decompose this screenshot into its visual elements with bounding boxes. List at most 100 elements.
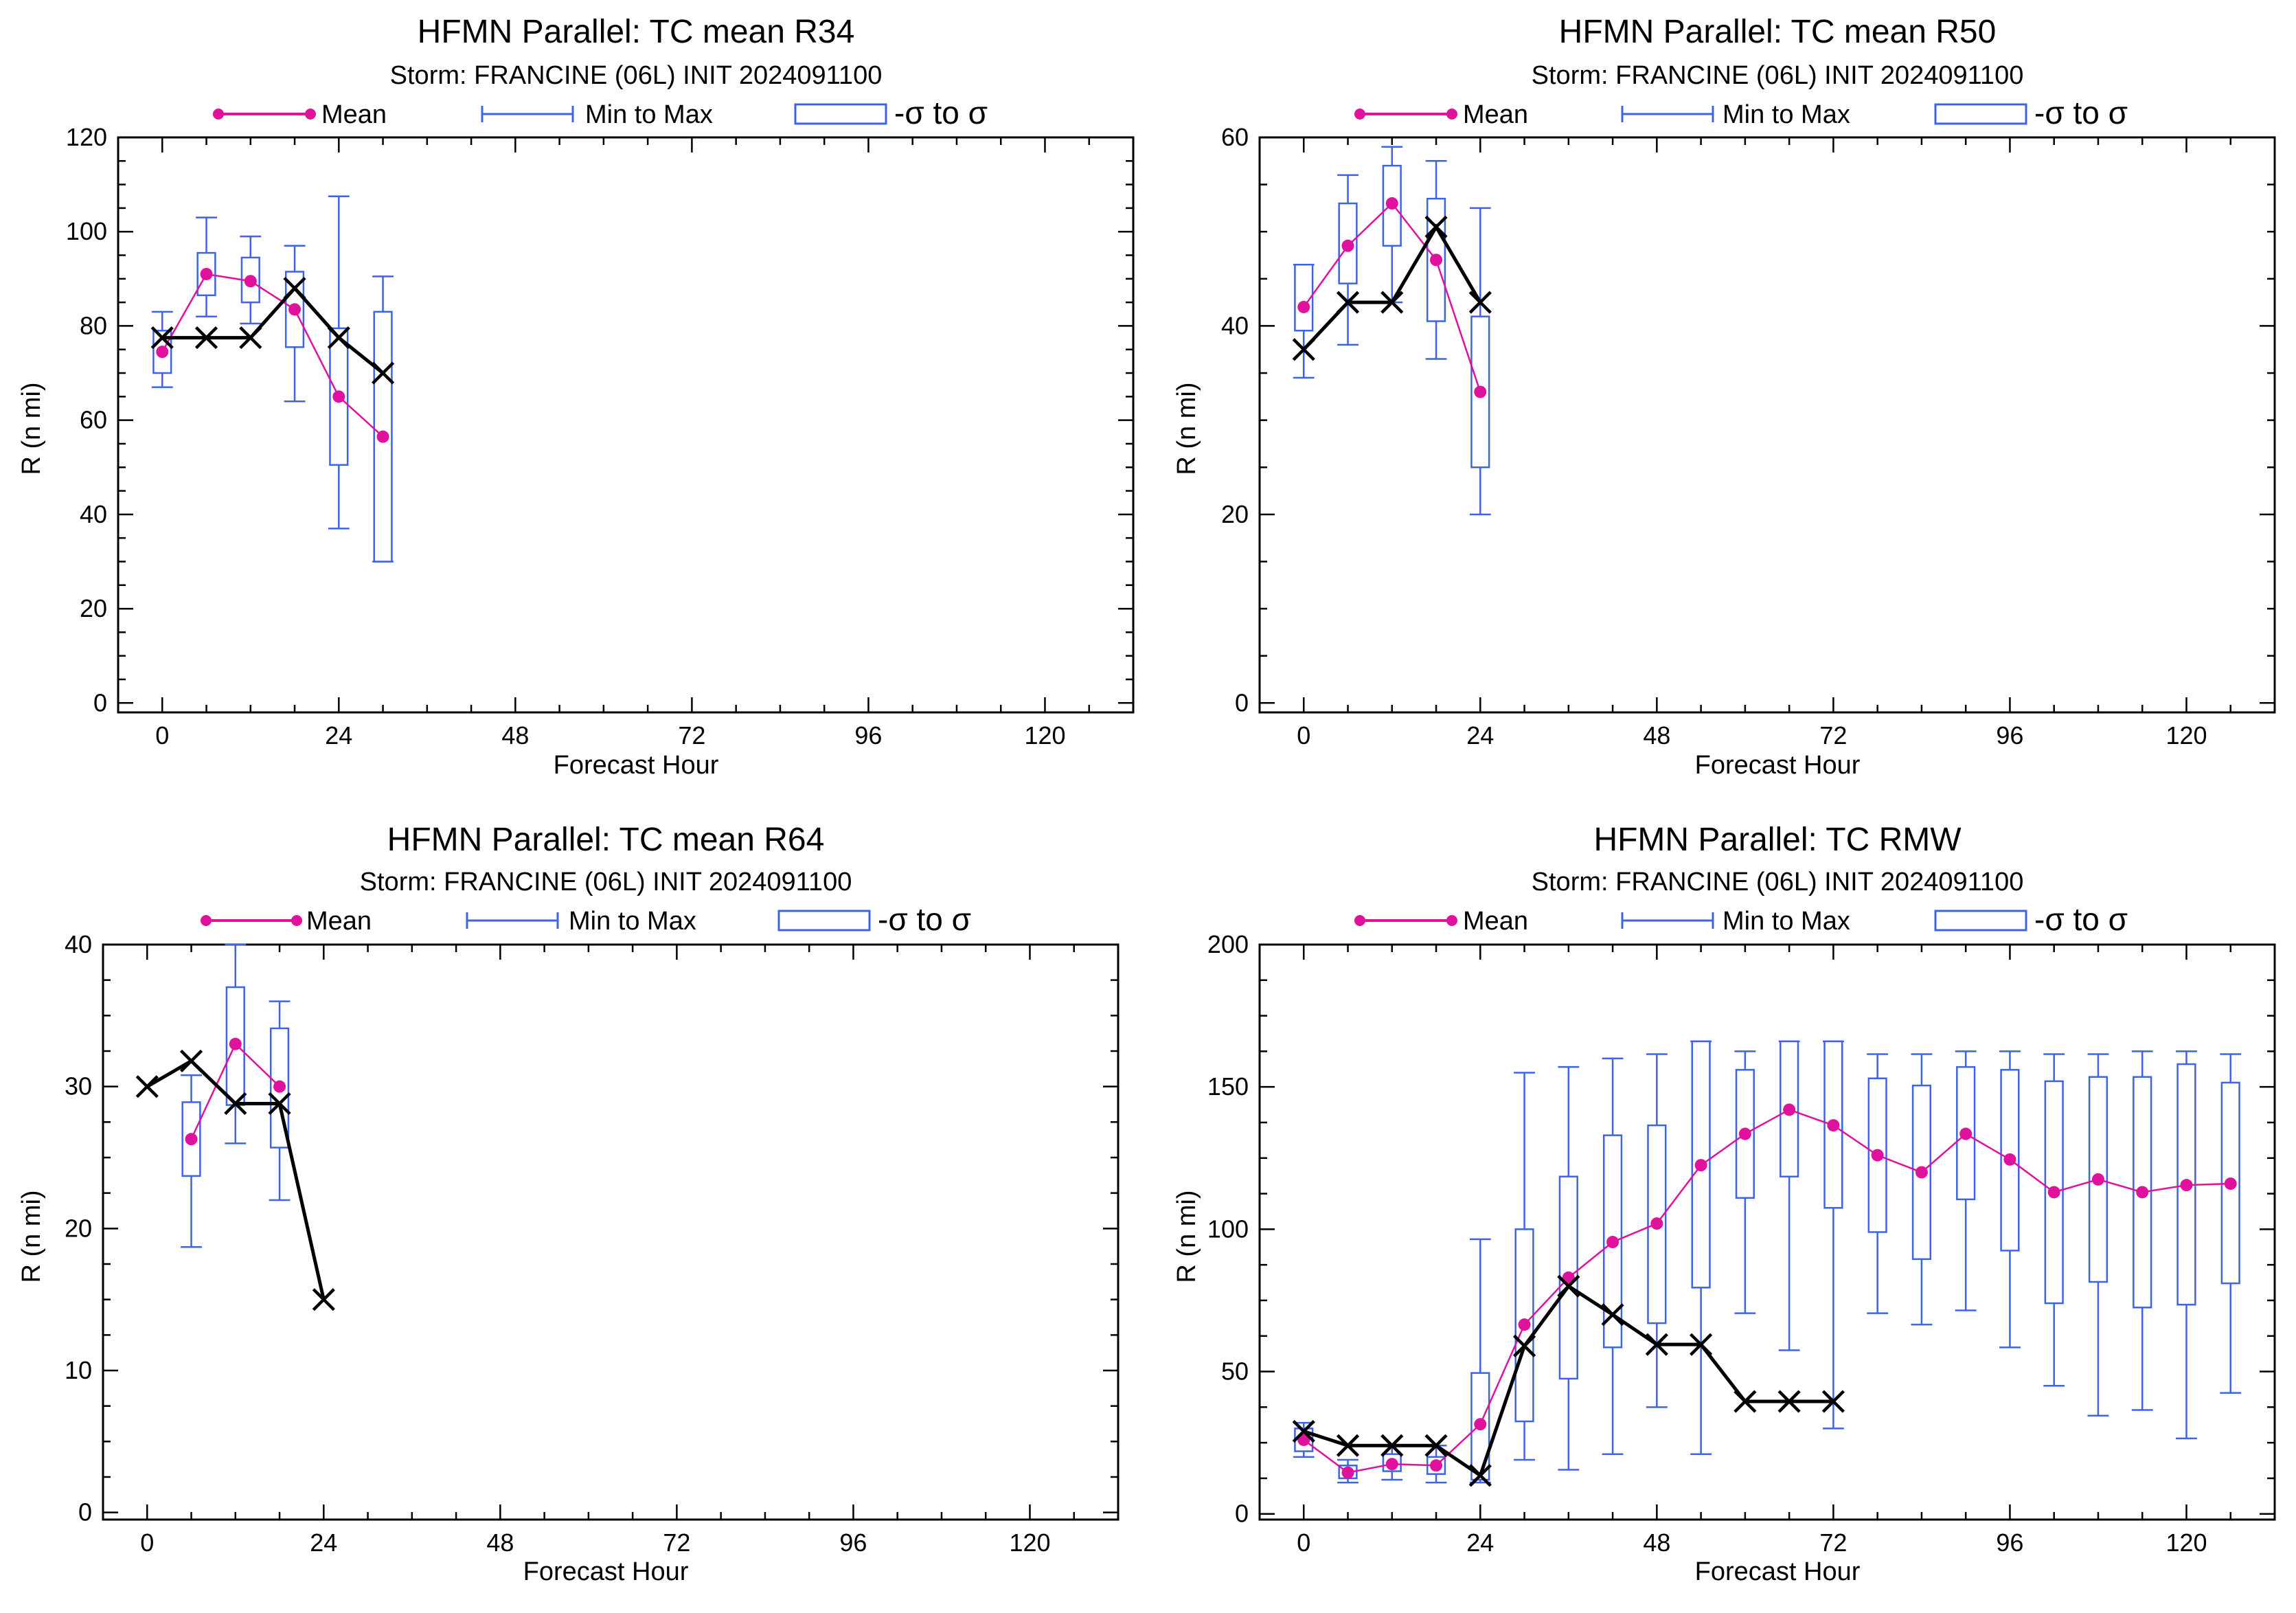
plot-area: 0 24 48 72 96 120 0 50 100 150 200 [1207,930,2276,1557]
x-tick-label: 72 [1819,721,1847,749]
official-x-marker [268,1092,291,1116]
official-x-stroke [239,326,262,350]
mean-point [200,267,213,280]
official-x-marker [1734,1390,1757,1413]
y-tick-label: 80 [80,311,107,339]
official-x-marker [224,1092,247,1116]
x-tick-label: 120 [1024,721,1065,749]
x-tick-label: 0 [155,721,169,749]
official-x-marker [194,326,218,350]
y-axis-label: R (n mi) [17,1190,46,1283]
official-x-stroke [179,1049,203,1073]
legend-sigma-label: -σ to σ [894,95,988,131]
mean-point [1474,385,1487,398]
y-tick-label: 20 [1221,500,1249,528]
legend-sigma-label: -σ to σ [2034,901,2128,937]
legend-mean-marker [1446,109,1457,120]
mean-point [1430,253,1443,267]
official-x-marker [1336,1434,1360,1457]
official-x-stroke [1512,1334,1536,1357]
legend-mean-marker [305,109,316,120]
official-x-marker [150,326,174,350]
mean-point [1341,1466,1354,1479]
legend-mean-marker [201,915,212,926]
official-x-stroke [1821,1390,1845,1413]
official-x-stroke [1292,1419,1315,1443]
official-x-stroke [283,276,306,300]
official-x-marker [1424,215,1448,238]
mean-point [1562,1271,1575,1284]
official-x-stroke [1690,1333,1713,1356]
legend-sigma-box [777,910,871,932]
y-tick-label: 120 [66,123,107,151]
official-x-marker [1292,1419,1315,1443]
plot-area: 0 24 48 72 96 120 0 20 40 60 80 100 120 [66,123,1135,749]
official-x-stroke [1777,1390,1801,1413]
x-tick-label: 72 [1819,1529,1847,1557]
x-axis-label: Forecast Hour [523,1557,689,1586]
mean-point [1430,1459,1443,1472]
official-x-marker [1468,291,1492,314]
sigma-box [1470,1372,1490,1481]
panel-title: HFMN Parallel: TC mean R34 [418,14,855,50]
panel-title: HFMN Parallel: TC mean R64 [387,822,825,858]
x-tick-label: 96 [1996,1529,2023,1557]
official-x-stroke [1468,1464,1492,1487]
legend-mean-label: Mean [1463,907,1528,936]
y-tick-label: 0 [1235,688,1249,717]
legend-mean-marker [213,109,224,120]
official-x-marker [1690,1333,1713,1356]
official-x-marker [1468,1464,1492,1487]
plot-area: 0 24 48 72 96 120 0 20 40 60 [1221,123,2276,749]
official-x-marker [1380,291,1404,314]
y-tick-label: 20 [80,594,107,622]
y-axis-label: R (n mi) [17,382,46,475]
x-tick-label: 120 [2166,721,2207,749]
x-axis-label: Forecast Hour [1695,751,1861,780]
y-axis-label: R (n mi) [1172,382,1201,475]
official-x-stroke [1424,215,1448,238]
official-x-marker [239,326,262,350]
legend-minmax-label: Min to Max [1723,100,1850,129]
panel-title: HFMN Parallel: TC mean R50 [1559,14,1997,50]
legend: Mean Min to Max -σ to σ [1354,95,2128,131]
y-tick-label: 30 [65,1072,92,1101]
mean-point [1518,1318,1531,1331]
x-tick-label: 96 [854,721,882,749]
mean-point [1959,1127,1973,1140]
mean-point [2003,1153,2016,1166]
official-x-stroke [1645,1333,1668,1356]
official-x-stroke [371,361,395,385]
official-x-marker [1336,291,1360,314]
mean-point [244,275,257,288]
panel-r50: HFMN Parallel: TC mean R50 Storm: FRANCI… [1172,14,2128,780]
mean-point [1783,1103,1796,1116]
mean-point [1827,1119,1840,1132]
x-tick-label: 24 [310,1529,337,1557]
official-x-marker [1380,1434,1404,1457]
panel-rmw: HFMN Parallel: TC RMW Storm: FRANCINE (0… [1172,822,2128,1586]
mean-point [185,1133,198,1146]
official-x-stroke [1557,1274,1580,1298]
mean-point [288,303,302,316]
official-x-marker [1601,1303,1624,1327]
x-tick-label: 24 [325,721,352,749]
x-axis-label: Forecast Hour [1695,1557,1861,1586]
mean-point [1297,1433,1310,1446]
sigma-box [1382,164,1402,247]
plot-frame [117,136,1135,714]
official-x-marker [1424,1434,1448,1457]
official-x-marker [1777,1390,1801,1413]
mean-series-line [161,273,384,438]
legend-mean-marker [1354,109,1365,120]
legend-mean-marker [1354,915,1365,926]
mean-point [2047,1186,2060,1199]
y-tick-label: 40 [1221,311,1249,339]
x-tick-label: 0 [140,1529,154,1557]
legend-sigma-label: -σ to σ [878,901,971,937]
x-tick-label: 96 [1996,721,2023,749]
official-x-marker [1821,1390,1845,1413]
y-tick-label: 100 [66,217,107,245]
legend-mean-label: Mean [306,907,372,936]
official-x-stroke [1336,1434,1360,1457]
